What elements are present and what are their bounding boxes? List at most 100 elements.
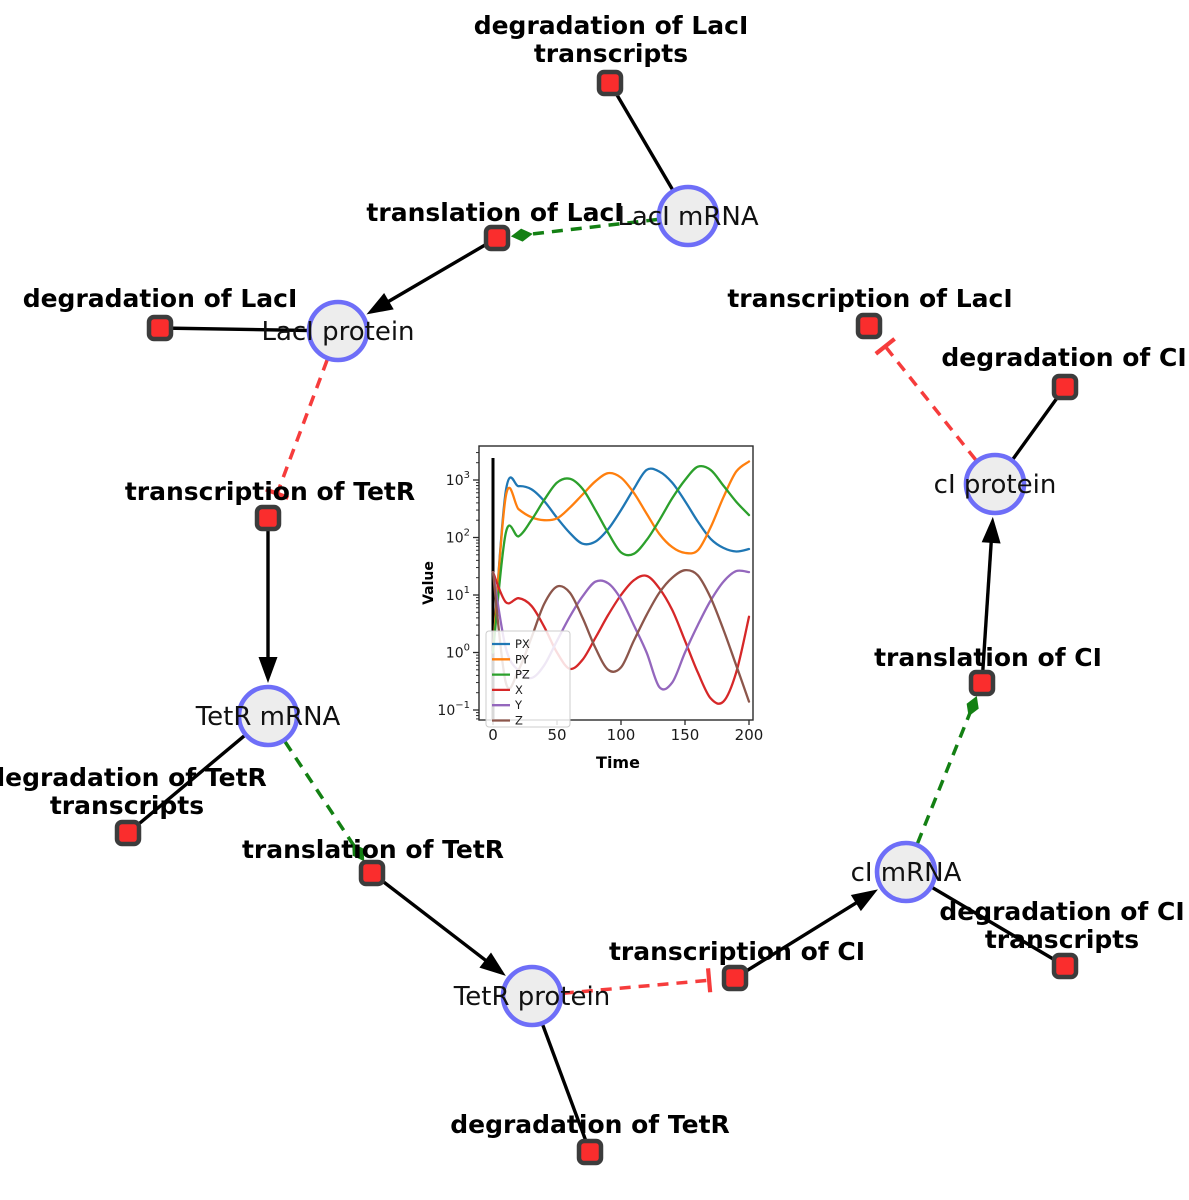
reaction-label-deg-laci: degradation of LacI	[23, 284, 298, 313]
production-arrow-line	[734, 898, 862, 980]
reaction-node-transcription-ci[interactable]	[721, 964, 749, 992]
species-node-laci-mrna[interactable]	[656, 184, 720, 248]
chart-x-axis-label: Time	[596, 753, 640, 772]
activation-diamond-icon	[966, 695, 979, 717]
species-label-ci-protein: cI protein	[934, 470, 1057, 500]
inhibition-tee-icon	[874, 337, 896, 356]
reaction-label-deg-ci: degradation of CI	[941, 343, 1186, 372]
species-node-tetr-protein[interactable]	[500, 964, 564, 1028]
reaction-label-transcription-laci: transcription of LacI	[727, 284, 1012, 313]
activation-dashed-line	[283, 740, 356, 847]
species-node-tetr-mrna[interactable]	[236, 684, 300, 748]
arrowhead-icon	[366, 293, 394, 315]
reaction-node-deg-laci[interactable]	[146, 314, 174, 342]
labels-layer: degradation of LacItranscriptstranslatio…	[0, 11, 1187, 1139]
edge-translation-laci-laci-protein	[366, 236, 498, 315]
species-label-tetr-mrna: TetR mRNA	[195, 702, 341, 732]
reaction-label-transcription-tetr: transcription of TetR	[125, 477, 415, 506]
species-node-laci-protein[interactable]	[306, 299, 370, 363]
production-arrow-line	[370, 871, 492, 966]
reaction-node-deg-ci-transcripts[interactable]	[1051, 952, 1079, 980]
species-label-tetr-protein: TetR protein	[453, 982, 610, 1012]
chart-y-axis-label: Value	[421, 561, 437, 605]
edge-ci-protein-transcription-laci	[874, 337, 978, 461]
reaction-node-deg-laci-transcripts[interactable]	[596, 69, 624, 97]
edge-tetr-mrna-translation-tetr	[283, 740, 365, 862]
inhibition-dashed-line	[883, 345, 978, 461]
edge-translation-tetr-tetr-protein	[370, 871, 506, 976]
legend-label-pz: PZ	[515, 668, 530, 682]
reaction-node-translation-laci[interactable]	[483, 224, 511, 252]
reaction-label-deg-laci-transcripts: degradation of LacI	[474, 11, 749, 40]
edge-transcription-tetr-tetr-mrna	[258, 518, 278, 683]
y-tick-label: 101	[446, 585, 470, 604]
edges-layer	[126, 82, 1067, 1153]
chart-series-pz	[491, 464, 751, 654]
reaction-node-deg-ci[interactable]	[1051, 373, 1079, 401]
chart-series-px	[491, 467, 751, 654]
inhibition-tee-icon	[265, 487, 290, 500]
y-tick-label: 103	[446, 470, 470, 489]
arrowhead-icon	[258, 657, 278, 683]
species-node-ci-mrna[interactable]	[874, 840, 938, 904]
activation-dashed-line	[915, 712, 972, 844]
reaction-label-deg-laci-transcripts: transcripts	[534, 39, 688, 68]
chart-series-x	[491, 570, 751, 705]
chart-series-layer	[491, 460, 751, 705]
reaction-node-transcription-laci[interactable]	[855, 312, 883, 340]
reaction-label-deg-tetr-transcripts: degradation of TetR	[0, 763, 267, 792]
species-label-laci-protein: LacI protein	[261, 317, 414, 347]
reaction-node-translation-ci[interactable]	[968, 669, 996, 697]
legend-label-py: PY	[515, 652, 530, 666]
activation-dashed-line	[529, 217, 658, 236]
production-arrow-line	[382, 236, 498, 306]
reaction-label-translation-laci: translation of LacI	[366, 198, 623, 227]
x-tick-label: 150	[671, 726, 700, 744]
x-tick-label: 50	[547, 726, 566, 744]
reaction-node-deg-tetr-transcripts[interactable]	[114, 819, 142, 847]
reaction-label-deg-ci-transcripts: transcripts	[985, 925, 1139, 954]
inhibition-dashed-line	[562, 978, 710, 996]
inset-chart: 0 50 100 150 20010−1100101102103TimeValuePXP…	[421, 445, 764, 772]
edge-laci-protein-transcription-tetr	[265, 359, 329, 500]
reaction-label-deg-ci-transcripts: degradation of CI	[939, 897, 1184, 926]
reaction-label-deg-tetr-transcripts: transcripts	[50, 791, 204, 820]
nodes-layer	[114, 69, 1079, 1166]
activation-diamond-icon	[510, 228, 533, 242]
edge-ci-mrna-translation-ci	[915, 695, 979, 844]
legend-label-y: Y	[514, 698, 523, 712]
reaction-label-translation-tetr: translation of TetR	[242, 835, 504, 864]
x-tick-label: 0	[488, 726, 498, 744]
reaction-label-transcription-ci: transcription of CI	[609, 937, 865, 966]
inhibition-dashed-line	[275, 359, 329, 495]
reaction-node-translation-tetr[interactable]	[358, 859, 386, 887]
reaction-label-translation-ci: translation of CI	[874, 643, 1102, 672]
inhibition-tee-icon	[705, 968, 713, 993]
legend-label-px: PX	[515, 637, 530, 651]
arrowhead-icon	[850, 889, 878, 912]
edge-transcription-ci-ci-mrna	[734, 889, 878, 980]
y-tick-label: 10−1	[437, 700, 470, 719]
chart-series-py	[491, 460, 751, 654]
reaction-label-deg-tetr: degradation of TetR	[450, 1110, 730, 1139]
species-label-ci-mrna: cI mRNA	[851, 858, 962, 888]
x-tick-label: 200	[735, 726, 764, 744]
edge-tetr-protein-transcription-ci	[562, 968, 713, 996]
activation-diamond-icon	[352, 842, 365, 862]
species-label-laci-mrna: LacI mRNA	[617, 202, 758, 232]
species-node-ci-protein[interactable]	[963, 452, 1027, 516]
legend-label-x: X	[515, 683, 523, 697]
y-tick-label: 102	[446, 528, 470, 547]
reaction-node-transcription-tetr[interactable]	[254, 504, 282, 532]
x-tick-label: 100	[607, 726, 636, 744]
legend-frame	[485, 630, 571, 728]
arrowhead-icon	[981, 516, 1001, 544]
reaction-node-deg-tetr[interactable]	[576, 1138, 604, 1166]
edge-laci-mrna-translation-laci	[510, 217, 658, 242]
y-tick-label: 100	[446, 643, 470, 662]
legend-label-z: Z	[515, 714, 523, 728]
arrowhead-icon	[479, 952, 506, 976]
